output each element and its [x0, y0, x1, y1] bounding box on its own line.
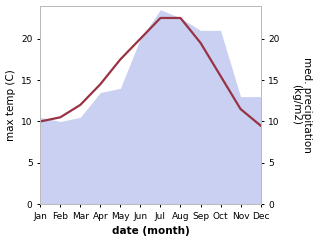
Y-axis label: max temp (C): max temp (C) — [5, 69, 16, 141]
Y-axis label: med. precipitation
(kg/m2): med. precipitation (kg/m2) — [291, 57, 313, 153]
X-axis label: date (month): date (month) — [112, 227, 189, 236]
